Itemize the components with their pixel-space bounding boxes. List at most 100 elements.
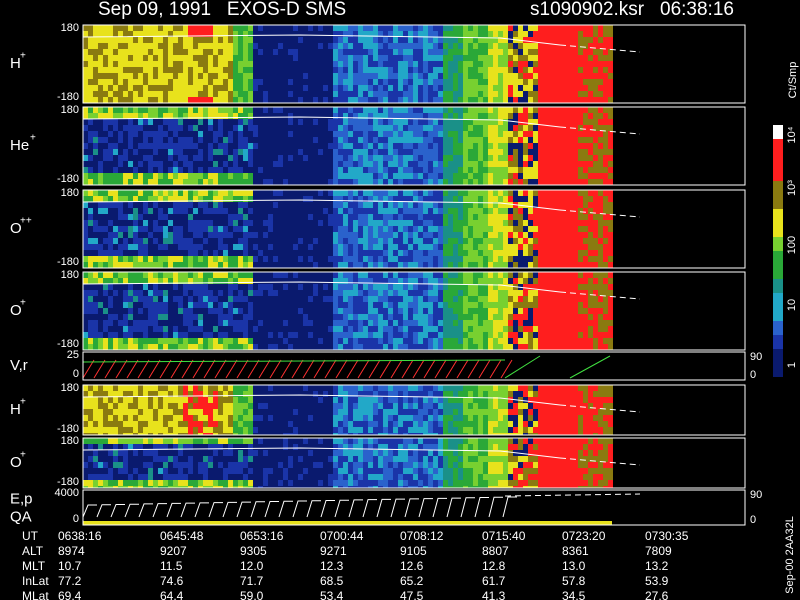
cell (368, 238, 373, 244)
cell (328, 113, 333, 119)
cell (233, 143, 238, 149)
cell (133, 25, 138, 31)
cell (328, 284, 333, 290)
cell (298, 119, 303, 125)
cell (318, 262, 323, 268)
cell (228, 190, 233, 196)
cell (238, 320, 243, 326)
cell (283, 332, 288, 338)
cell (318, 155, 323, 161)
cell (523, 119, 528, 125)
cell (393, 320, 398, 326)
cell (568, 37, 573, 43)
cell (118, 220, 123, 226)
cell (323, 155, 328, 161)
cell (438, 232, 443, 238)
cell (523, 131, 528, 137)
cell (253, 167, 258, 173)
cell (418, 55, 423, 61)
cell (493, 208, 498, 214)
cell (223, 196, 228, 202)
cell (218, 344, 223, 350)
cell (263, 79, 268, 85)
cell (603, 232, 608, 238)
cell (248, 326, 253, 332)
cell (443, 107, 448, 113)
cell (468, 107, 473, 113)
cell (528, 37, 533, 43)
cell (143, 37, 148, 43)
cell (133, 284, 138, 290)
cell (458, 190, 463, 196)
cell (448, 262, 453, 268)
cell (233, 149, 238, 155)
cell (473, 238, 478, 244)
cell (603, 256, 608, 262)
cell (103, 338, 108, 344)
cell (363, 202, 368, 208)
cell (308, 232, 313, 238)
cell (308, 55, 313, 61)
cell (358, 149, 363, 155)
cell (468, 262, 473, 268)
cell (598, 226, 603, 232)
cell (333, 143, 338, 149)
cell (488, 85, 493, 91)
cell (258, 25, 263, 31)
cell (553, 91, 558, 97)
cell (288, 167, 293, 173)
cell (333, 326, 338, 332)
cell (133, 43, 138, 49)
cell (563, 190, 568, 196)
cell (603, 143, 608, 149)
cell (378, 55, 383, 61)
cell (128, 125, 133, 131)
cell (568, 179, 573, 185)
cell (138, 208, 143, 214)
cell (248, 173, 253, 179)
cell (418, 167, 423, 173)
cell (228, 238, 233, 244)
cell (458, 226, 463, 232)
cell (228, 308, 233, 314)
cell (178, 91, 183, 97)
cell (203, 308, 208, 314)
cell (403, 167, 408, 173)
cell (208, 79, 213, 85)
cell (308, 290, 313, 296)
cell (428, 238, 433, 244)
cell (313, 226, 318, 232)
cell (603, 220, 608, 226)
cell (503, 202, 508, 208)
cell (318, 97, 323, 103)
cell (188, 85, 193, 91)
cell (583, 25, 588, 31)
cell (573, 190, 578, 196)
cell (208, 214, 213, 220)
cell (243, 161, 248, 167)
cell (88, 202, 93, 208)
cell (93, 161, 98, 167)
cell (103, 149, 108, 155)
cell (448, 143, 453, 149)
cell (453, 131, 458, 137)
cell (388, 97, 393, 103)
cell (353, 226, 358, 232)
cell (498, 149, 503, 155)
cell (398, 196, 403, 202)
cell (543, 43, 548, 49)
cell (563, 91, 568, 97)
cell (453, 91, 458, 97)
cell (553, 131, 558, 137)
cell (378, 67, 383, 73)
cell (118, 190, 123, 196)
cell (228, 91, 233, 97)
cell (158, 97, 163, 103)
cell (393, 25, 398, 31)
cell (168, 43, 173, 49)
cell (298, 308, 303, 314)
cell (143, 326, 148, 332)
cell (133, 67, 138, 73)
cell (533, 161, 538, 167)
cell (278, 179, 283, 185)
